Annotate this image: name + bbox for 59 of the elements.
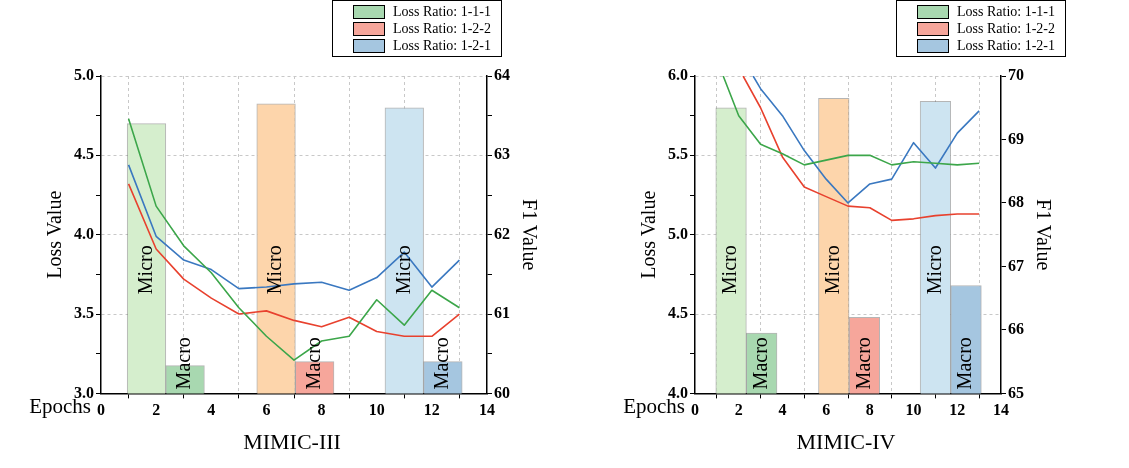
- x-tick-label: 14: [993, 401, 1009, 419]
- annotation: Macro: [953, 337, 976, 390]
- y-tick-label: 4.5: [668, 304, 688, 322]
- legend-label: Loss Ratio: 1-2-1: [957, 37, 1055, 54]
- x-tick-label: 12: [949, 401, 966, 419]
- x-tick-label: 6: [822, 401, 831, 419]
- x-tick-label: 2: [734, 401, 743, 419]
- x-tick-label: 4: [207, 401, 216, 419]
- annotation: Micro: [922, 245, 945, 295]
- annotation: Micro: [821, 245, 844, 295]
- x-tick-label: 14: [479, 401, 495, 419]
- y2-tick-label: 66: [1008, 320, 1024, 338]
- y-axis-title: Loss Value: [637, 190, 660, 279]
- y-axis-title: Loss Value: [43, 190, 66, 279]
- legend-label: Loss Ratio: 1-2-1: [393, 37, 491, 54]
- annotation: Micro: [133, 245, 156, 295]
- y-tick-label: 5.0: [668, 224, 688, 242]
- annotation: Macro: [851, 337, 874, 390]
- legend-label: Loss Ratio: 1-2-2: [957, 20, 1055, 37]
- annotation: Macro: [748, 337, 771, 390]
- x-tick-label: 0: [97, 401, 105, 419]
- legend-label: Loss Ratio: 1-1-1: [393, 3, 491, 20]
- y2-axis-title: F1 Value: [518, 199, 541, 271]
- x-tick-label: 8: [317, 401, 326, 419]
- x-tick-label: 4: [778, 401, 787, 419]
- annotation: Micro: [391, 245, 414, 295]
- x-tick-label: 8: [865, 401, 874, 419]
- x-tick-label: 10: [368, 401, 385, 419]
- annotation: Micro: [263, 245, 286, 295]
- y-tick-label: 5.0: [74, 66, 94, 84]
- x-tick-label: 12: [423, 401, 440, 419]
- annotation: Micro: [718, 245, 741, 295]
- y-tick-label: 6.0: [668, 66, 688, 84]
- y2-tick-label: 67: [1008, 256, 1024, 274]
- y-tick-label: 3.5: [74, 304, 94, 322]
- y2-tick-label: 63: [494, 145, 510, 163]
- y2-tick-label: 65: [1008, 383, 1024, 401]
- x-tick-label: 6: [262, 401, 271, 419]
- y2-tick-label: 69: [1008, 129, 1024, 147]
- annotation: Macro: [301, 337, 324, 390]
- y-tick-label: 4.0: [74, 224, 94, 242]
- x-tick-label: 10: [905, 401, 922, 419]
- y2-tick-label: 68: [1008, 193, 1024, 211]
- annotation: Macro: [172, 337, 195, 390]
- y-tick-label: 4.5: [74, 145, 94, 163]
- annotation: Macro: [430, 337, 453, 390]
- y2-tick-label: 70: [1008, 66, 1024, 84]
- text: MIMIC-III: [243, 428, 341, 454]
- legend-label: Loss Ratio: 1-2-2: [393, 20, 491, 37]
- y2-tick-label: 62: [494, 224, 510, 242]
- x-tick-label: 0: [691, 401, 699, 419]
- y2-tick-label: 61: [494, 304, 510, 322]
- x-tick-label: 2: [152, 401, 161, 419]
- legend-label: Loss Ratio: 1-1-1: [957, 3, 1055, 20]
- y2-tick-label: 60: [494, 383, 510, 401]
- y2-tick-label: 64: [494, 66, 510, 84]
- y-tick-label: 5.5: [668, 145, 688, 163]
- text: MIMIC-IV: [796, 428, 896, 454]
- y2-axis-title: F1 Value: [1032, 199, 1055, 271]
